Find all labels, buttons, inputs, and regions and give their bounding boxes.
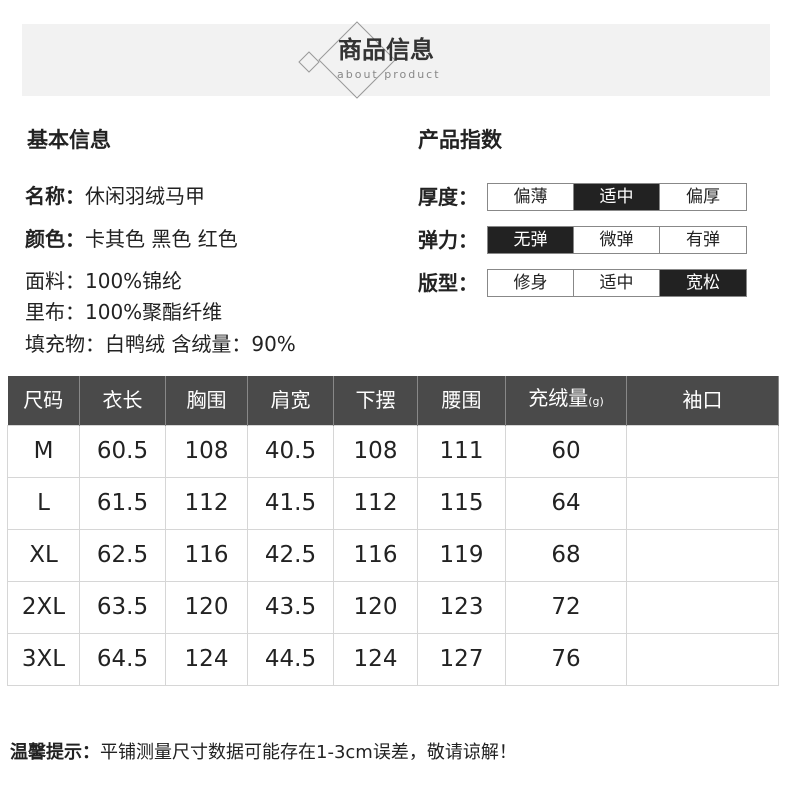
table-cell: 111 xyxy=(417,424,506,478)
table-cell: 2XL xyxy=(7,580,80,634)
table-cell: 44.5 xyxy=(247,632,334,686)
table-cell: M xyxy=(7,424,80,478)
table-cell: 116 xyxy=(165,528,248,582)
basic-info-heading: 基本信息 xyxy=(27,128,111,152)
index-thickness: 偏薄 适中 偏厚 xyxy=(487,183,747,211)
table-cell: 72 xyxy=(505,580,627,634)
info-filling: 填充物：白鸭绒 含绒量：90% xyxy=(25,332,296,356)
table-cell: 115 xyxy=(417,476,506,530)
product-index-heading: 产品指数 xyxy=(418,128,502,152)
table-cell: 112 xyxy=(333,476,418,530)
table-cell: 76 xyxy=(505,632,627,686)
table-cell: 120 xyxy=(165,580,248,634)
table-cell xyxy=(626,424,779,478)
table-cell: 123 xyxy=(417,580,506,634)
table-cell: 120 xyxy=(333,580,418,634)
table-cell xyxy=(626,632,779,686)
table-cell: 64.5 xyxy=(79,632,166,686)
table-cell: 62.5 xyxy=(79,528,166,582)
table-cell: L xyxy=(7,476,80,530)
table-cell: 64 xyxy=(505,476,627,530)
col-length: 衣长 xyxy=(79,376,166,425)
table-cell xyxy=(626,476,779,530)
col-fill: 充绒量(g) xyxy=(505,376,627,425)
info-lining: 里布：100%聚酯纤维 xyxy=(25,300,223,324)
index-fit-label: 版型： xyxy=(418,271,478,295)
col-size: 尺码 xyxy=(7,376,80,425)
table-cell: 112 xyxy=(165,476,248,530)
table-cell xyxy=(626,580,779,634)
table-cell: 124 xyxy=(165,632,248,686)
section-title: 商品信息 xyxy=(338,36,434,64)
table-cell: 127 xyxy=(417,632,506,686)
col-waist: 腰围 xyxy=(417,376,506,425)
table-row: L 61.5 112 41.5 112 115 64 xyxy=(7,476,779,530)
index-fit: 修身 适中 宽松 xyxy=(487,269,747,297)
table-cell: 60.5 xyxy=(79,424,166,478)
table-cell: 68 xyxy=(505,528,627,582)
col-chest: 胸围 xyxy=(165,376,248,425)
table-header: 尺码 衣长 胸围 肩宽 下摆 腰围 充绒量(g) 袖口 xyxy=(7,376,779,425)
note: 温馨提示：平铺测量尺寸数据可能存在1-3cm误差，敬请谅解！ xyxy=(10,742,517,763)
table-cell: 43.5 xyxy=(247,580,334,634)
table-cell: 119 xyxy=(417,528,506,582)
table-row: 2XL 63.5 120 43.5 120 123 72 xyxy=(7,580,779,634)
table-row: XL 62.5 116 42.5 116 119 68 xyxy=(7,528,779,582)
table-cell: 41.5 xyxy=(247,476,334,530)
table-row: 3XL 64.5 124 44.5 124 127 76 xyxy=(7,632,779,686)
index-thickness-label: 厚度： xyxy=(418,185,478,209)
table-cell: 108 xyxy=(333,424,418,478)
table-cell: XL xyxy=(7,528,80,582)
table-cell: 124 xyxy=(333,632,418,686)
header-banner xyxy=(22,24,770,96)
index-elasticity-label: 弹力： xyxy=(418,228,478,252)
table-cell: 42.5 xyxy=(247,528,334,582)
table-cell: 60 xyxy=(505,424,627,478)
section-subtitle: about product xyxy=(337,68,441,81)
table-cell: 3XL xyxy=(7,632,80,686)
col-hem: 下摆 xyxy=(333,376,418,425)
info-fabric: 面料：100%锦纶 xyxy=(25,269,183,293)
info-color: 颜色：卡其色 黑色 红色 xyxy=(25,227,238,251)
index-elasticity: 无弹 微弹 有弹 xyxy=(487,226,747,254)
size-table: 尺码 衣长 胸围 肩宽 下摆 腰围 充绒量(g) 袖口 M 60.5 108 40.5… xyxy=(7,376,779,686)
diamond-decoration-icon xyxy=(298,21,396,99)
table-cell: 116 xyxy=(333,528,418,582)
table-cell xyxy=(626,528,779,582)
table-cell: 108 xyxy=(165,424,248,478)
col-cuff: 袖口 xyxy=(626,376,779,425)
table-cell: 63.5 xyxy=(79,580,166,634)
info-name: 名称：休闲羽绒马甲 xyxy=(25,184,205,208)
table-row: M 60.5 108 40.5 108 111 60 xyxy=(7,424,779,478)
table-cell: 40.5 xyxy=(247,424,334,478)
table-cell: 61.5 xyxy=(79,476,166,530)
col-shoulder: 肩宽 xyxy=(247,376,334,425)
